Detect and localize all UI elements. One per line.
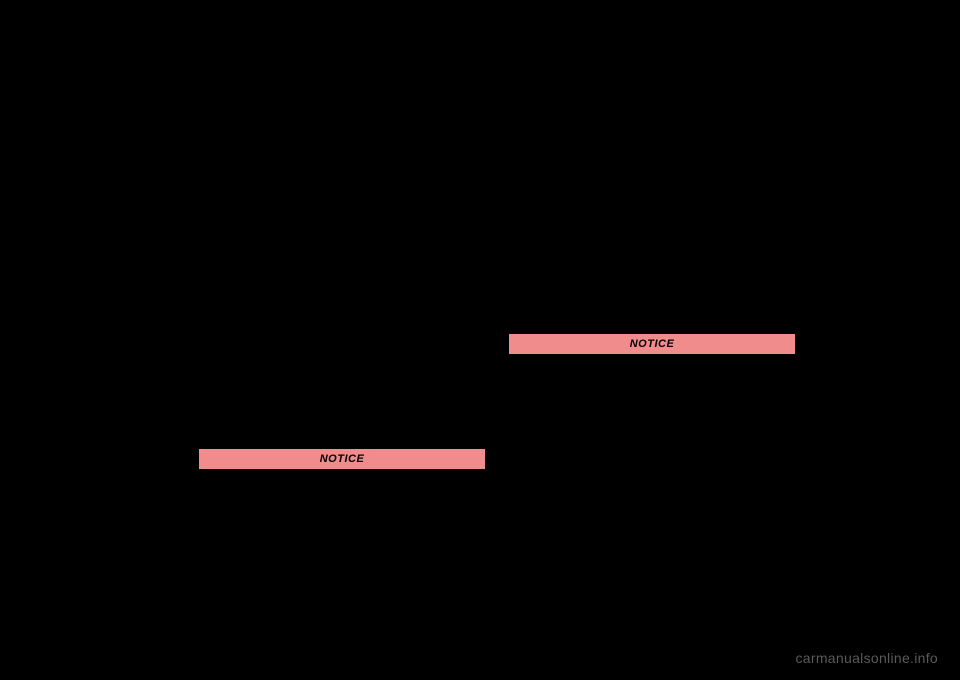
- manual-page: NOTICE NOTICE carmanualsonline.info: [0, 0, 960, 680]
- notice-label-right: NOTICE: [630, 338, 675, 350]
- notice-bar-right: NOTICE: [508, 333, 796, 355]
- watermark-text: carmanualsonline.info: [796, 650, 939, 666]
- notice-label-left: NOTICE: [320, 453, 365, 465]
- notice-bar-left: NOTICE: [198, 448, 486, 470]
